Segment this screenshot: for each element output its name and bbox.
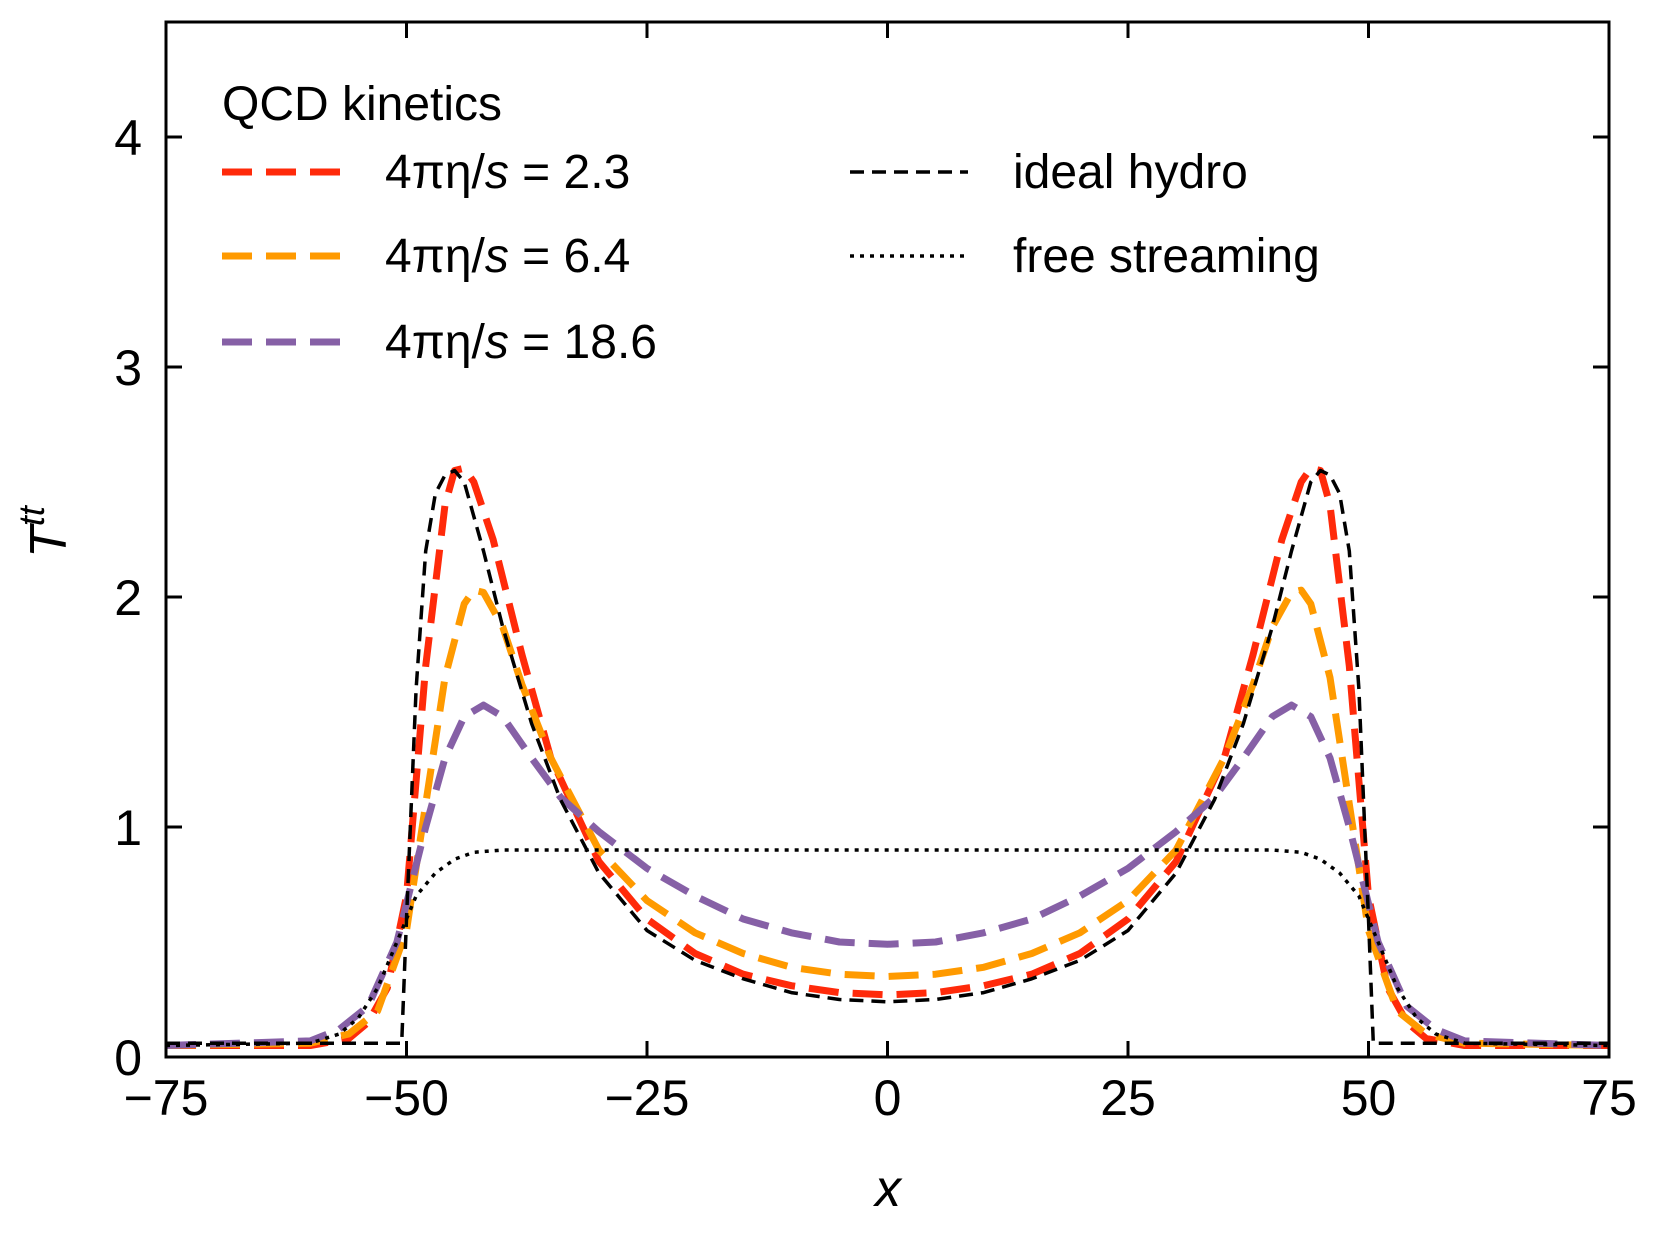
x-tick-label: −50 <box>364 1070 449 1126</box>
legend: QCD kinetics 4πη/s = 2.3 4πη/s = 6.4 4πη/s… <box>222 78 1320 369</box>
y-axis-label-main: T <box>20 523 78 558</box>
series-line-3 <box>165 701 1610 1049</box>
series-line-1 <box>166 464 1609 1049</box>
x-tick-label: −75 <box>124 1070 209 1126</box>
y-tick-label: 1 <box>114 800 142 856</box>
legend-label-1: 4πη/s = 2.3 <box>385 146 630 199</box>
y-tick-label: 0 <box>114 1030 142 1086</box>
x-axis-label: x <box>872 1160 903 1218</box>
x-tick-label: 25 <box>1100 1070 1156 1126</box>
y-axis-label-superscript: tt <box>11 504 52 526</box>
x-tick-label: 75 <box>1581 1070 1637 1126</box>
legend-label-2: 4πη/s = 6.4 <box>385 230 630 283</box>
legend-label-5: free streaming <box>1013 230 1320 283</box>
x-tick-label: −25 <box>605 1070 690 1126</box>
svg-text:Ttt: Ttt <box>11 504 78 558</box>
y-tick-label: 2 <box>114 570 142 626</box>
y-tick-label: 3 <box>114 340 142 396</box>
legend-label-4: ideal hydro <box>1013 146 1248 199</box>
series-line-5 <box>165 848 1610 1048</box>
plot-frame <box>164 20 1611 1059</box>
y-axis-label: Ttt <box>11 504 78 558</box>
x-tick-label: 50 <box>1341 1070 1397 1126</box>
series-line-4 <box>166 468 1609 1045</box>
ticks-layer: −75 −50 −25 0 25 50 75 0 1 2 3 4 <box>114 22 1637 1126</box>
series-line-2 <box>165 586 1610 1049</box>
legend-label-3: 4πη/s = 18.6 <box>385 316 657 369</box>
y-tick-label: 4 <box>114 110 142 166</box>
x-tick-label: 0 <box>874 1070 902 1126</box>
series-layer <box>165 464 1610 1049</box>
legend-title: QCD kinetics <box>222 78 502 131</box>
